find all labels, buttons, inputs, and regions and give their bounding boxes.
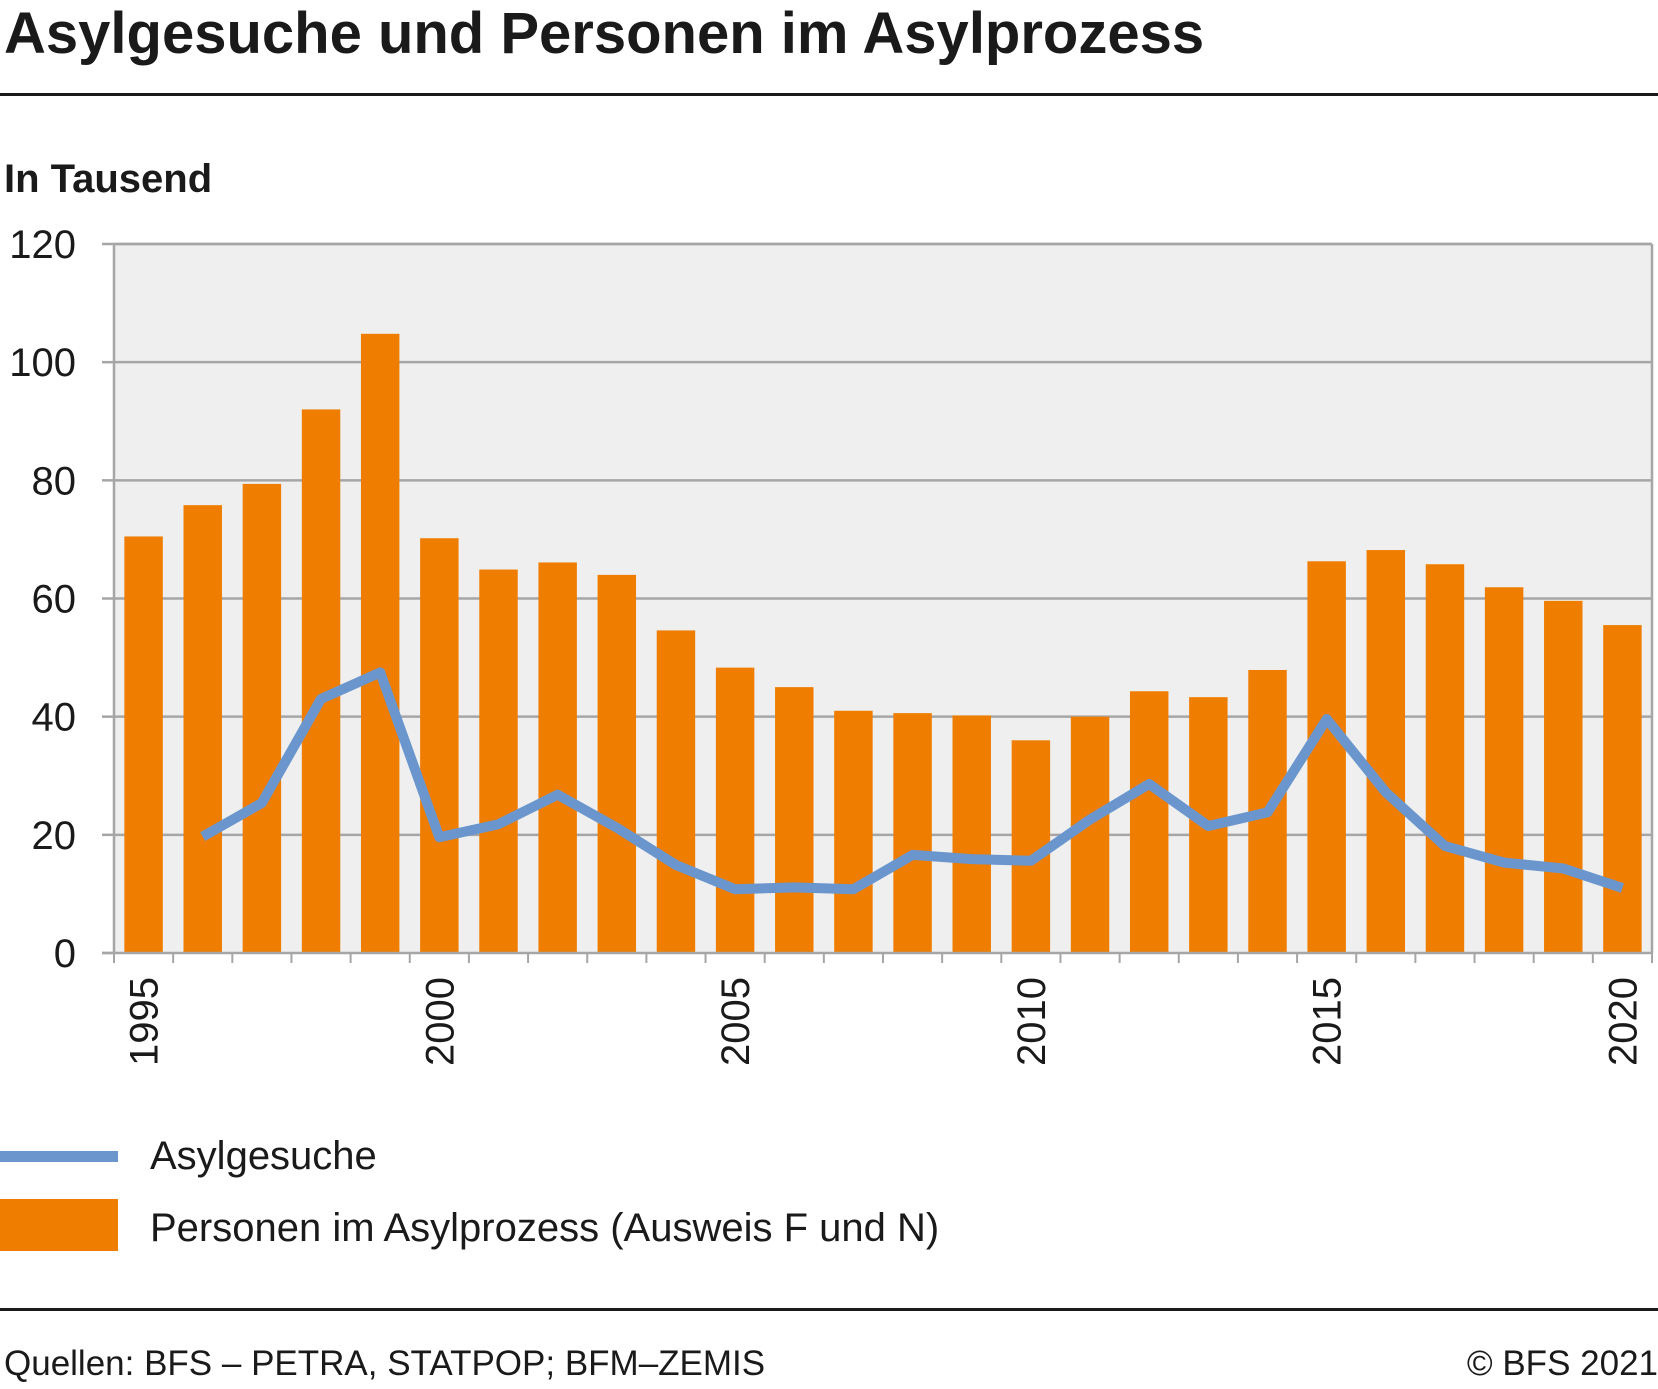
bar-2006 <box>775 687 814 953</box>
bar-2003 <box>597 574 637 953</box>
bar-2009 <box>952 715 991 953</box>
bar-1995 <box>124 536 163 953</box>
y-tick-label-80: 80 <box>32 459 77 503</box>
page-title: Asylgesuche und Personen im Asylprozess <box>4 1 1205 66</box>
x-tick-label-2020: 2020 <box>1601 977 1645 1066</box>
y-tick-label-60: 60 <box>32 578 77 622</box>
unit-label: In Tausend <box>4 157 213 201</box>
bar-1998 <box>301 409 341 953</box>
bar-series <box>124 333 1642 954</box>
bar-2000 <box>420 538 459 953</box>
y-tick-label-120: 120 <box>9 223 76 267</box>
y-tick-label-0: 0 <box>54 932 76 976</box>
bar-2007 <box>834 710 873 953</box>
y-tick-label-40: 40 <box>32 696 77 740</box>
legend-swatch-line <box>0 1151 118 1162</box>
legend-swatch-bar <box>0 1199 118 1251</box>
y-tick-label-20: 20 <box>32 814 77 858</box>
x-tick-label-2015: 2015 <box>1306 977 1350 1066</box>
bar-2001 <box>479 569 518 953</box>
bar-2005 <box>715 667 755 953</box>
x-tick-label-2000: 2000 <box>418 977 462 1066</box>
legend-label-line: Asylgesuche <box>150 1134 377 1178</box>
y-tick-labels: 0 20 40 60 80 100 120 <box>9 223 76 976</box>
bar-2016 <box>1366 550 1406 953</box>
bottom-rule <box>0 1308 1658 1311</box>
bar-2008 <box>893 713 932 953</box>
bar-2020 <box>1603 625 1642 953</box>
top-rule <box>0 93 1658 96</box>
axes <box>102 242 1654 963</box>
source-text: Quellen: BFS – PETRA, STATPOP; BFM–ZEMIS <box>4 1344 766 1383</box>
bar-2011 <box>1070 716 1110 953</box>
bar-1996 <box>183 505 222 953</box>
bar-2018 <box>1484 587 1524 953</box>
copyright-text: © BFS 2021 <box>1466 1344 1658 1383</box>
x-tick-label-1995: 1995 <box>123 977 167 1066</box>
legend-label-bar: Personen im Asylprozess (Ausweis F und N… <box>150 1206 940 1250</box>
x-tick-label-2010: 2010 <box>1010 977 1054 1066</box>
bar-1997 <box>242 483 282 953</box>
line-series <box>200 667 1624 895</box>
bar-2002 <box>538 562 577 953</box>
x-tick-label-2005: 2005 <box>714 977 758 1066</box>
bar-2015 <box>1307 561 1346 953</box>
bar-2019 <box>1544 600 1583 953</box>
y-tick-label-100: 100 <box>9 341 76 385</box>
x-tick-labels: 1995 2000 2005 2010 2015 2020 <box>123 977 1646 1066</box>
bar-2017 <box>1425 564 1465 953</box>
bar-2004 <box>656 630 696 953</box>
bar-1999 <box>360 333 400 954</box>
bar-2012 <box>1129 691 1169 953</box>
